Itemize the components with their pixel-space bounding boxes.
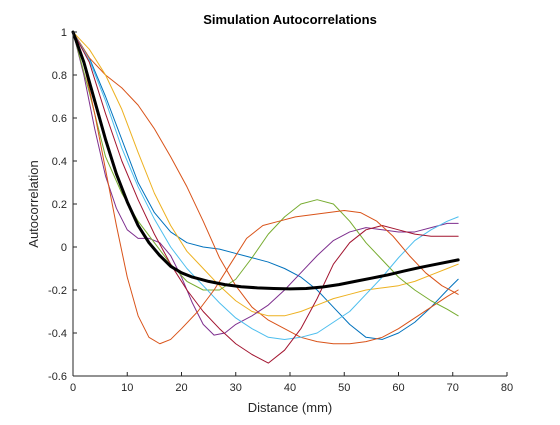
x-tick-label: 50 — [338, 382, 350, 394]
x-tick-label: 10 — [121, 382, 133, 394]
plot-area: 0 10 20 30 40 50 60 70 80 -0.6 -0.4 -0.2 0 0.2 0.4 0.6 0… — [48, 27, 513, 394]
simulation-series-line-1 — [72, 31, 459, 340]
x-tick-label: 0 — [70, 382, 76, 394]
x-tick-label: 40 — [284, 382, 296, 394]
x-tick-label: 60 — [392, 382, 404, 394]
chart-title: Simulation Autocorrelations — [203, 12, 377, 27]
simulation-series-line-3 — [72, 31, 459, 317]
axes-layer: 0 10 20 30 40 50 60 70 80 -0.6 -0.4 -0.2 0 0.2 0.4 0.6 0… — [48, 27, 513, 394]
y-tick-label: 1 — [61, 27, 67, 39]
y-tick-label: 0.6 — [52, 113, 67, 125]
x-tick-label: 70 — [447, 382, 459, 394]
y-tick-label: -0.2 — [48, 285, 67, 297]
plot-background — [73, 32, 507, 376]
x-tick-label: 20 — [175, 382, 187, 394]
simulation-series-line-5 — [72, 31, 459, 317]
simulation-series-line-6 — [72, 31, 459, 340]
simulation-series-line-4 — [72, 31, 459, 336]
y-tick-label: 0 — [61, 242, 67, 254]
y-tick-label: 0.8 — [52, 70, 67, 82]
x-axis-label: Distance (mm) — [248, 400, 333, 415]
simulation-series-line-8 — [72, 31, 459, 345]
y-axis-label: Autocorrelation — [26, 160, 41, 247]
simulation-series-line-2 — [72, 31, 459, 345]
mean-autocorrelation-line — [71, 30, 460, 291]
x-tick-label: 30 — [230, 382, 242, 394]
y-tick-label: -0.6 — [48, 371, 67, 383]
x-tick-label: 80 — [501, 382, 513, 394]
y-tick-label: 0.4 — [52, 156, 67, 168]
simulation-series-line-7 — [72, 31, 459, 364]
y-tick-label: 0.2 — [52, 199, 67, 211]
series-layer — [71, 30, 460, 364]
y-tick-label: -0.4 — [48, 328, 67, 340]
